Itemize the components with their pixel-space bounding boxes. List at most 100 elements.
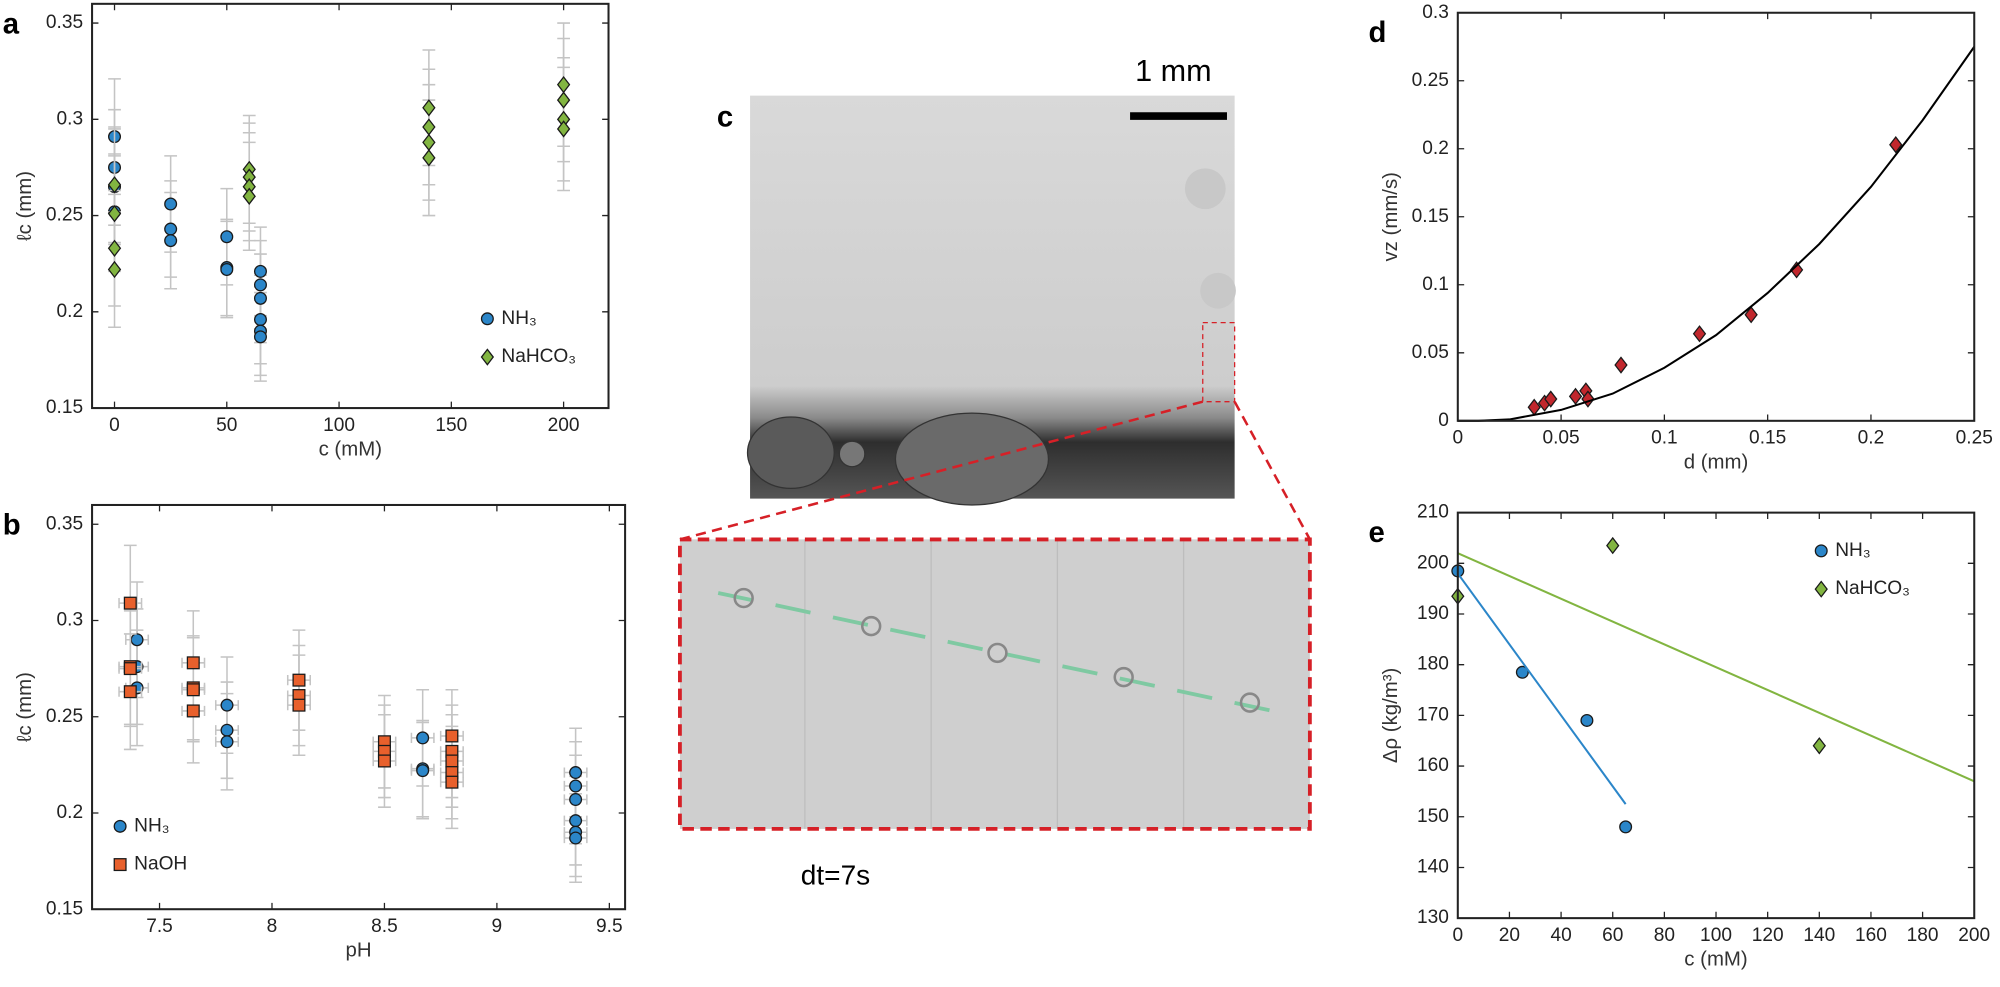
- y-tick-label: 0.25: [46, 706, 83, 727]
- point: [569, 831, 583, 845]
- image-panel: c 1 mm dt=7s: [678, 54, 1312, 891]
- x-axis-label: c (mM): [319, 439, 382, 461]
- legend-marker: [480, 348, 495, 366]
- panel-label: c: [717, 100, 733, 133]
- point: [422, 118, 436, 136]
- point: [220, 735, 234, 749]
- point: [1789, 261, 1804, 279]
- legend-label: NH₃: [1835, 540, 1870, 561]
- x-tick-label: 0.05: [1542, 428, 1579, 449]
- point: [416, 731, 430, 745]
- x-tick-label: 0: [1452, 428, 1463, 449]
- point: [422, 99, 436, 117]
- point: [123, 596, 137, 610]
- x-tick-label: 140: [1803, 925, 1835, 946]
- legend-marker: [1814, 580, 1828, 598]
- scale-label: 1 mm: [1135, 54, 1211, 88]
- point: [1544, 390, 1558, 408]
- point: [445, 775, 459, 789]
- point: [1580, 713, 1594, 727]
- x-tick-label: 100: [1700, 925, 1732, 946]
- x-tick-label: 8: [267, 916, 278, 937]
- x-tick-label: 200: [548, 415, 580, 436]
- plot-frame: [91, 2, 610, 410]
- point: [422, 133, 436, 152]
- point: [164, 197, 178, 211]
- point: [1744, 306, 1758, 324]
- point: [123, 662, 137, 676]
- point: [422, 149, 436, 167]
- y-tick-label: 0.2: [57, 301, 84, 322]
- x-axis-label: c (mM): [1684, 949, 1747, 971]
- bubbles: [733, 587, 1261, 713]
- bubble: [1200, 272, 1236, 309]
- y-tick-label: 0.3: [57, 108, 84, 129]
- point: [292, 673, 306, 687]
- panel-label: a: [3, 7, 20, 40]
- legend-marker: [113, 819, 127, 833]
- inset: [679, 539, 1310, 829]
- y-tick-label: 0.15: [46, 898, 83, 919]
- point: [1606, 536, 1620, 555]
- point: [253, 264, 267, 278]
- zoom-box: [1202, 321, 1236, 403]
- bubble: [746, 416, 835, 490]
- point: [107, 239, 122, 257]
- y-tick-label: 130: [1417, 907, 1449, 928]
- y-tick-label: 140: [1417, 856, 1449, 877]
- y-axis-label: Δρ (kg/m³): [1380, 668, 1402, 763]
- x-tick-label: 0.25: [1956, 428, 1993, 449]
- point: [242, 187, 256, 205]
- point: [569, 814, 583, 828]
- point: [130, 633, 144, 647]
- y-tick-label: 160: [1417, 755, 1449, 776]
- x-tick-label: 9: [492, 916, 503, 937]
- point: [556, 120, 571, 138]
- fit-line: [1456, 572, 1627, 805]
- zoom-line: [679, 400, 1204, 541]
- point: [220, 230, 234, 244]
- y-tick-label: 0.3: [57, 610, 84, 631]
- point: [164, 222, 178, 236]
- x-axis-label: pH: [346, 940, 372, 962]
- y-tick-label: 0: [1438, 410, 1449, 431]
- point: [445, 754, 459, 768]
- caption: dt=7s: [801, 860, 870, 891]
- x-tick-label: 7.5: [146, 916, 173, 937]
- y-tick-label: 0.35: [46, 513, 83, 534]
- legend-label: NH₃: [501, 308, 536, 329]
- legend-label: NaHCO₃: [1835, 578, 1910, 599]
- y-tick-label: 0.2: [57, 802, 84, 823]
- legend-label: NaOH: [134, 854, 187, 875]
- x-tick-label: 160: [1855, 925, 1887, 946]
- x-tick-label: 200: [1958, 925, 1990, 946]
- y-tick-label: 0.2: [1422, 138, 1449, 159]
- plot-frame: [1456, 11, 1976, 422]
- point: [107, 204, 122, 223]
- point: [123, 685, 137, 699]
- point: [292, 698, 306, 712]
- frame-separators: [804, 539, 1185, 829]
- point: [220, 723, 234, 737]
- panel-label: b: [3, 508, 21, 541]
- bubble: [1184, 168, 1226, 210]
- y-tick-label: 0.25: [1412, 70, 1449, 91]
- point: [220, 698, 234, 712]
- y-tick-label: 0.35: [46, 12, 83, 33]
- x-tick-label: 0.1: [1651, 428, 1678, 449]
- point: [220, 262, 234, 276]
- point: [107, 260, 122, 279]
- legend-marker: [1814, 544, 1828, 558]
- point: [1515, 665, 1529, 679]
- point: [186, 656, 200, 670]
- x-tick-label: 50: [216, 415, 237, 436]
- y-tick-label: 0.05: [1412, 342, 1449, 363]
- point: [186, 683, 200, 697]
- x-axis-label: d (mm): [1684, 451, 1749, 473]
- point: [1812, 737, 1826, 755]
- x-tick-label: 20: [1499, 925, 1520, 946]
- y-axis-label: ℓc (mm): [14, 171, 36, 241]
- bubble: [838, 440, 866, 468]
